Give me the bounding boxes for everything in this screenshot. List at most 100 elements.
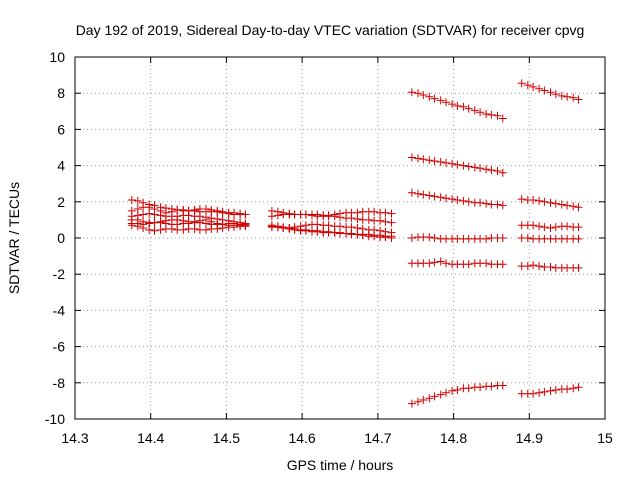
data-point — [425, 259, 434, 268]
data-point — [551, 90, 560, 99]
data-point — [464, 104, 473, 113]
x-tick-label: 14.9 — [516, 430, 543, 446]
data-point — [319, 211, 328, 220]
data-point — [156, 218, 165, 227]
series-s3c — [407, 188, 507, 210]
data-point — [267, 222, 276, 231]
data-point — [202, 205, 210, 213]
data-point — [470, 106, 479, 115]
y-tick-label: 6 — [57, 121, 65, 137]
data-point — [476, 164, 485, 173]
series-s4b — [517, 195, 583, 212]
data-point — [482, 234, 491, 243]
data-point — [442, 194, 450, 203]
data-point — [546, 88, 555, 97]
data-point — [546, 263, 555, 271]
data-point — [430, 392, 439, 401]
y-tick-label: 4 — [57, 158, 65, 174]
data-point — [190, 224, 199, 233]
data-point — [376, 216, 385, 225]
data-point — [218, 207, 227, 216]
x-tick-label: 14.6 — [288, 430, 315, 446]
data-point — [557, 91, 566, 100]
data-point — [313, 210, 322, 219]
data-point — [546, 198, 555, 207]
data-point — [546, 386, 555, 395]
x-tick-label: 14.8 — [440, 430, 467, 446]
data-point — [213, 224, 222, 233]
series-s3d — [407, 233, 507, 243]
data-point — [285, 224, 294, 232]
series-s4e — [517, 261, 583, 272]
data-point — [387, 209, 396, 218]
data-point — [430, 94, 439, 103]
data-point — [529, 82, 538, 91]
data-point — [430, 157, 439, 166]
data-point — [419, 155, 428, 164]
series-s4c — [517, 221, 583, 232]
data-point — [574, 203, 583, 212]
data-point — [425, 156, 434, 165]
data-point — [407, 234, 416, 242]
data-point — [430, 192, 439, 201]
data-point — [453, 386, 462, 394]
series-s2b — [267, 210, 396, 227]
data-point — [487, 382, 496, 391]
data-point — [464, 197, 473, 206]
data-point — [540, 86, 549, 95]
data-point — [407, 88, 416, 97]
data-point — [407, 399, 416, 408]
data-point — [425, 394, 434, 403]
data-point — [430, 234, 439, 242]
data-point — [224, 209, 233, 218]
data-point — [476, 108, 485, 117]
data-point — [127, 196, 136, 204]
data-point — [139, 224, 148, 232]
series-s2e — [267, 222, 396, 242]
x-tick-label: 15 — [597, 430, 613, 446]
data-point — [156, 225, 165, 234]
y-tick-label: -4 — [53, 302, 66, 318]
data-point — [387, 234, 396, 242]
data-point — [301, 225, 310, 234]
data-point — [419, 190, 428, 199]
data-point — [498, 260, 507, 269]
data-point — [202, 225, 210, 234]
data-point — [529, 261, 538, 270]
data-point — [569, 202, 578, 211]
data-point — [419, 396, 428, 404]
data-point — [459, 102, 468, 111]
data-point — [313, 226, 322, 235]
data-point — [414, 189, 422, 198]
data-point — [436, 96, 445, 105]
data-point — [425, 191, 434, 200]
data-point — [493, 200, 502, 209]
series-s4a — [517, 79, 583, 104]
series-s2a — [267, 206, 396, 221]
data-point — [476, 198, 485, 207]
data-point — [230, 223, 238, 232]
data-point — [464, 384, 473, 393]
x-axis-label: GPS time / hours — [287, 457, 394, 473]
data-point — [436, 158, 445, 166]
data-point — [213, 206, 222, 215]
data-point — [535, 222, 544, 231]
data-point — [364, 215, 373, 224]
data-point — [347, 214, 356, 223]
data-point — [551, 386, 560, 394]
data-point — [529, 221, 538, 230]
data-point — [535, 388, 544, 397]
data-point — [448, 100, 457, 109]
data-point — [498, 234, 507, 242]
data-point — [407, 188, 416, 197]
data-point — [459, 161, 468, 170]
y-tick-label: -8 — [53, 375, 66, 391]
x-tick-label: 14.5 — [213, 430, 240, 446]
data-point — [540, 387, 549, 396]
data-point — [493, 167, 502, 175]
data-point — [563, 92, 572, 101]
data-point — [414, 89, 422, 98]
data-point — [563, 222, 572, 231]
data-point — [353, 230, 362, 239]
